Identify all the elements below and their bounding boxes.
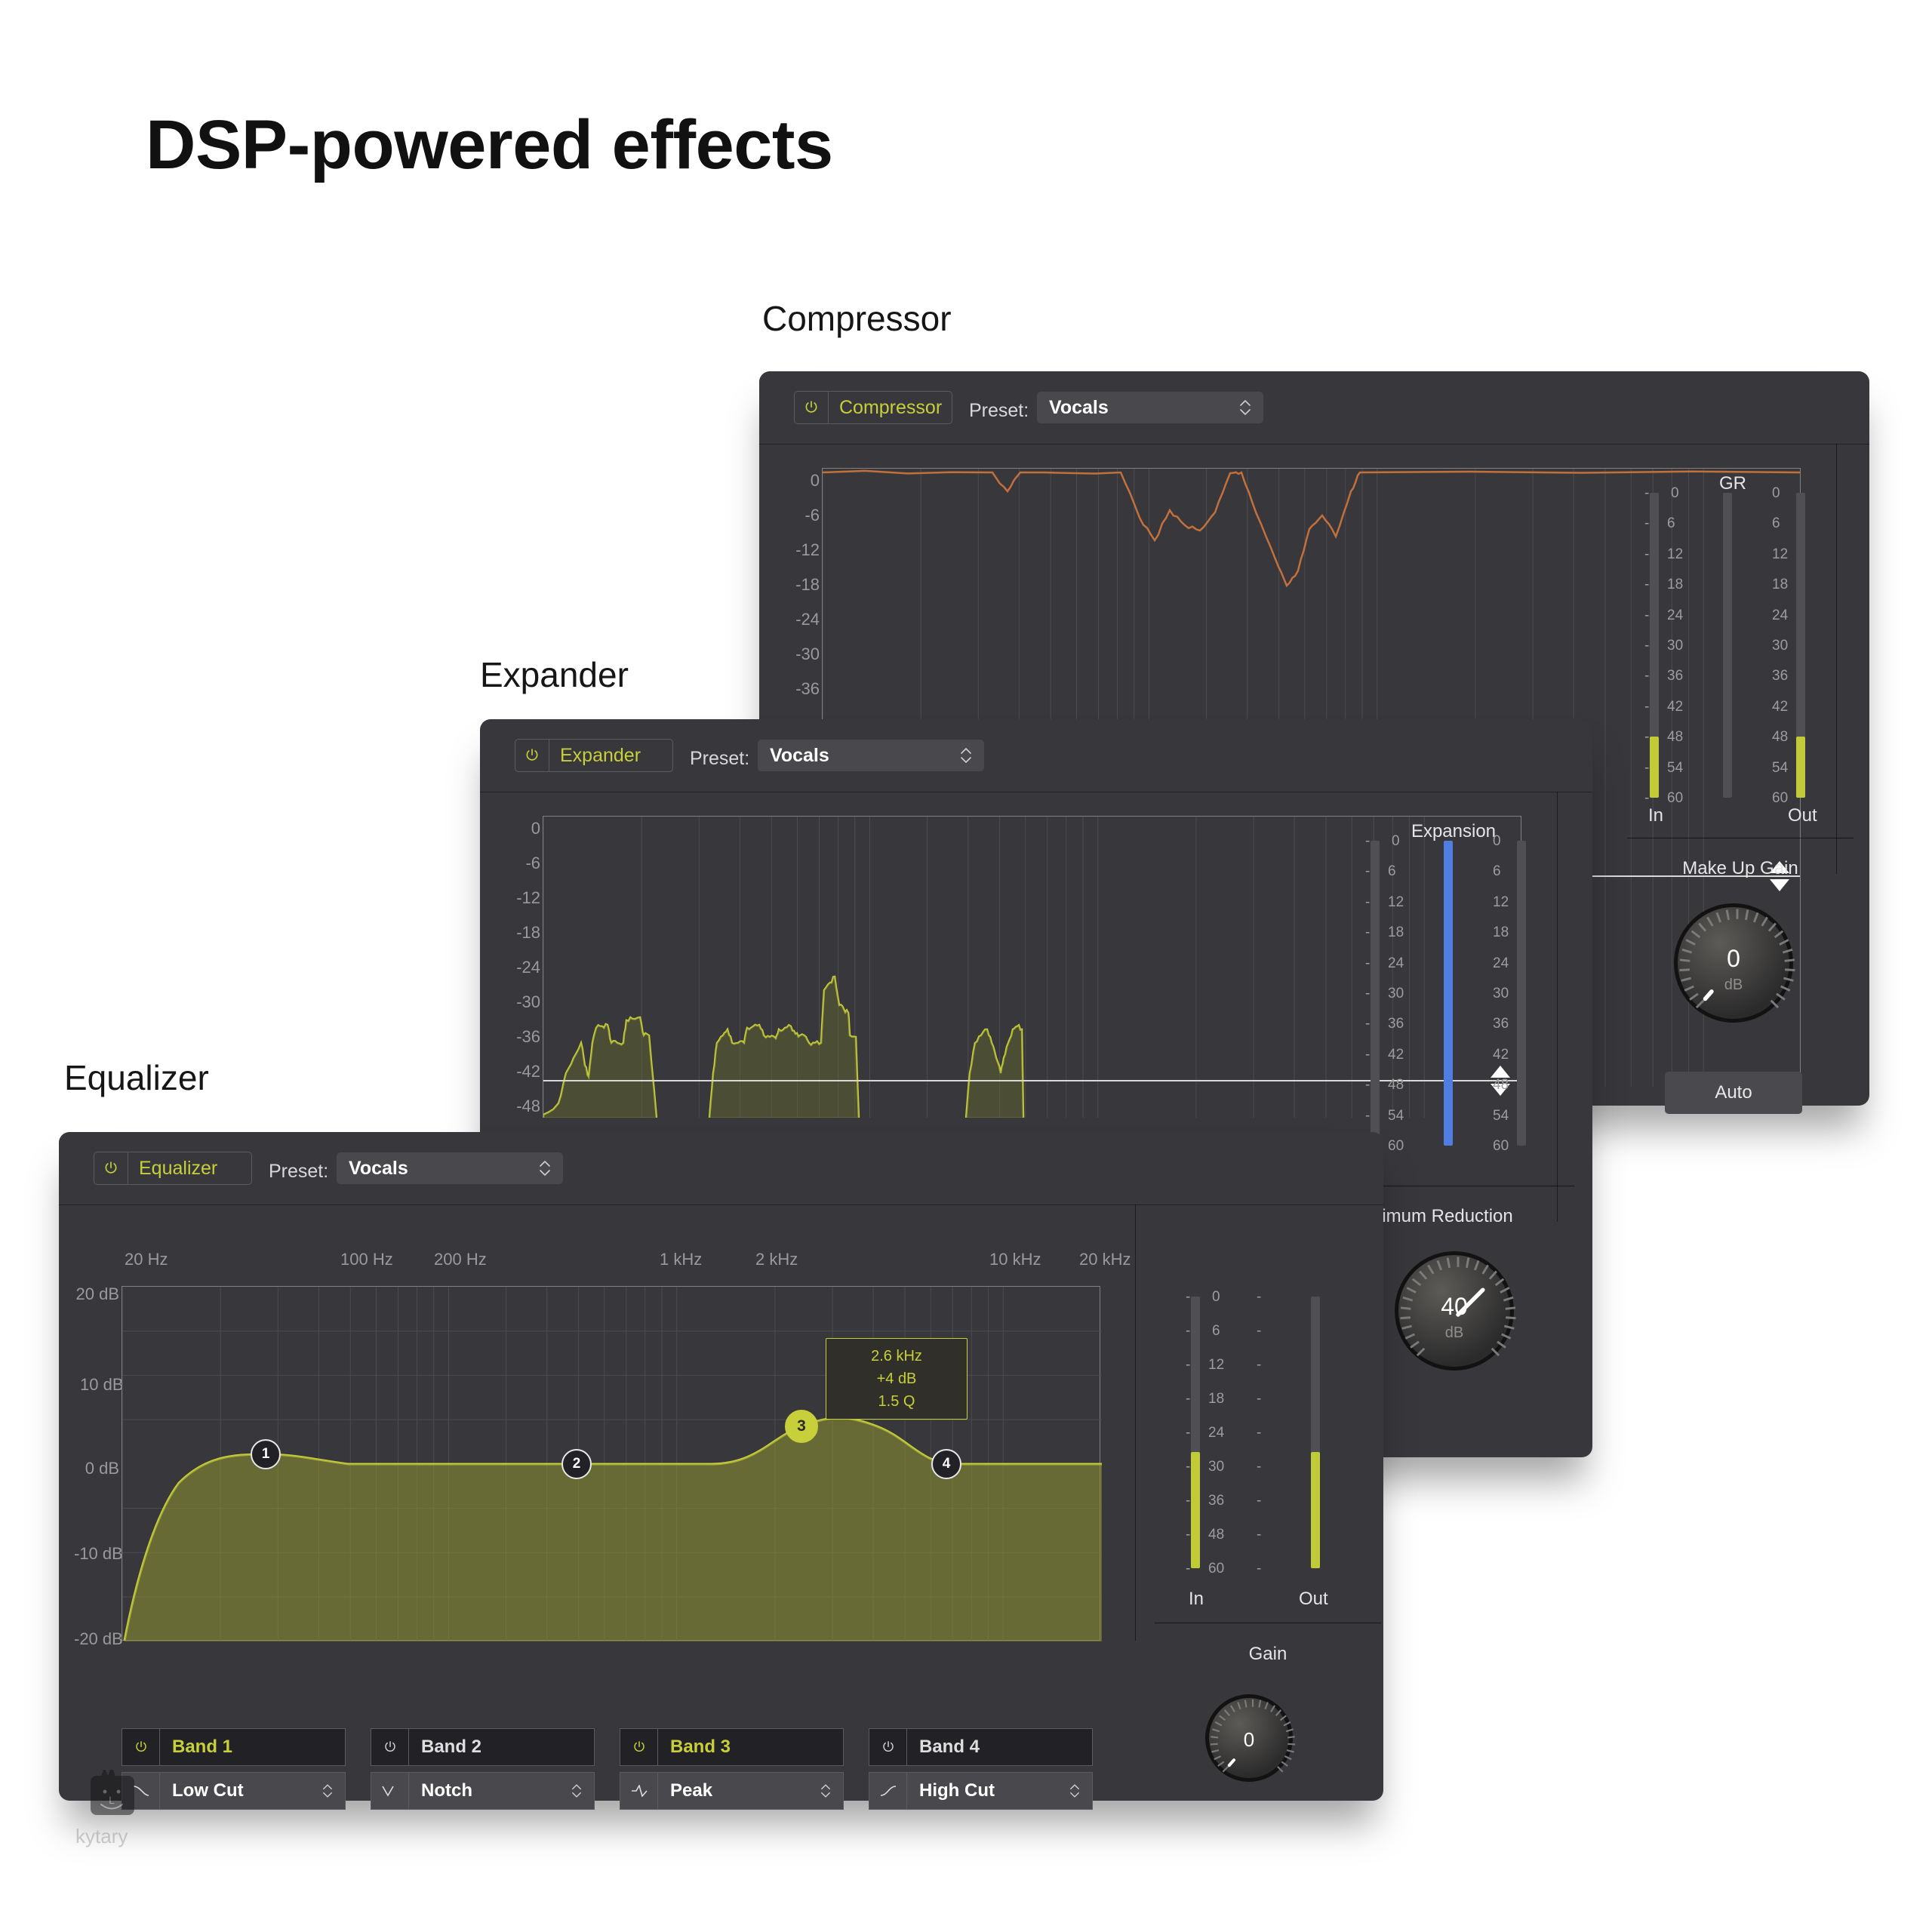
svg-text:L: L [109, 1794, 115, 1806]
